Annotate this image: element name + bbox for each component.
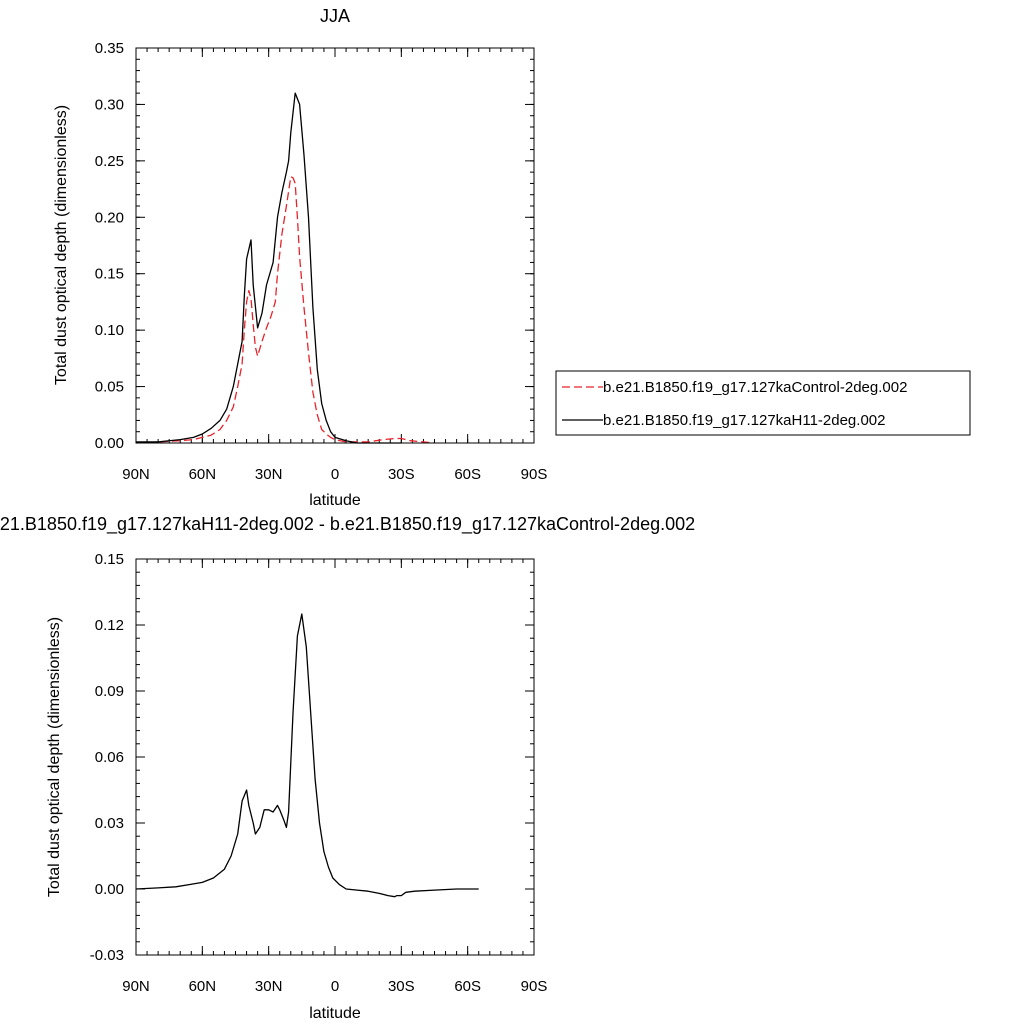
y-axis-title: Total dust optical depth (dimensionless) (46, 617, 63, 897)
y-tick-label: 0.15 (95, 266, 124, 283)
y-tick-label: 0.05 (95, 379, 124, 396)
x-tick-label: 60N (189, 466, 217, 483)
legend: b.e21.B1850.f19_g17.127kaControl-2deg.00… (555, 370, 971, 436)
y-tick-label: 0.12 (95, 617, 124, 634)
series-line-1 (136, 92, 402, 444)
legend-label-h11: b.e21.B1850.f19_g17.127kaH11-2deg.002 (603, 412, 885, 429)
y-tick-label: 0.25 (95, 153, 124, 170)
x-tick-label: 90S (521, 466, 548, 483)
plot-title: b.e21.B1850.f19_g17.127kaH11-2deg.002 - … (0, 514, 695, 535)
x-tick-label: 30S (388, 978, 415, 995)
x-tick-label: 60S (454, 466, 481, 483)
plot-frame (135, 47, 535, 444)
y-tick-label: 0.00 (95, 435, 124, 452)
y-tick-label: 0.09 (95, 683, 124, 700)
y-axis-title: Total dust optical depth (dimensionless) (53, 105, 70, 385)
y-tick-label: 0.10 (95, 322, 124, 339)
y-tick-label: 0.03 (95, 815, 124, 832)
y-tick-label: 0.35 (95, 40, 124, 57)
x-tick-label: 0 (331, 466, 339, 483)
x-tick-label: 90S (521, 978, 548, 995)
y-tick-label: 0.06 (95, 749, 124, 766)
x-tick-label: 90N (122, 978, 150, 995)
x-tick-label: 30S (388, 466, 415, 483)
x-tick-label: 90N (122, 466, 150, 483)
y-tick-label: 0.30 (95, 96, 124, 113)
legend-label-control: b.e21.B1850.f19_g17.127kaControl-2deg.00… (603, 379, 907, 396)
x-axis-title: latitude (309, 492, 361, 509)
y-tick-label: 0.00 (95, 881, 124, 898)
x-axis-title: latitude (309, 1005, 361, 1022)
legend-box (555, 370, 971, 436)
series-line-0 (135, 176, 435, 444)
x-tick-label: 60S (454, 978, 481, 995)
y-tick-label: -0.03 (90, 947, 124, 964)
plot-frame (135, 558, 535, 956)
y-tick-label: 0.20 (95, 209, 124, 226)
x-tick-label: 60N (189, 978, 217, 995)
x-tick-label: 30N (255, 978, 283, 995)
dust-aod-jja-plot: JJA 90N 60N 30N 0 30S 60S 90S 0.00 0.05 0.10 0.15 0… (53, 6, 547, 509)
series-line-0 (135, 613, 479, 898)
y-tick-label: 0.15 (95, 551, 124, 568)
plot-title: JJA (320, 6, 350, 26)
x-tick-label: 30N (255, 466, 283, 483)
dust-aod-difference-plot: b.e21.B1850.f19_g17.127kaH11-2deg.002 - … (0, 514, 695, 1022)
x-tick-label: 0 (331, 978, 339, 995)
